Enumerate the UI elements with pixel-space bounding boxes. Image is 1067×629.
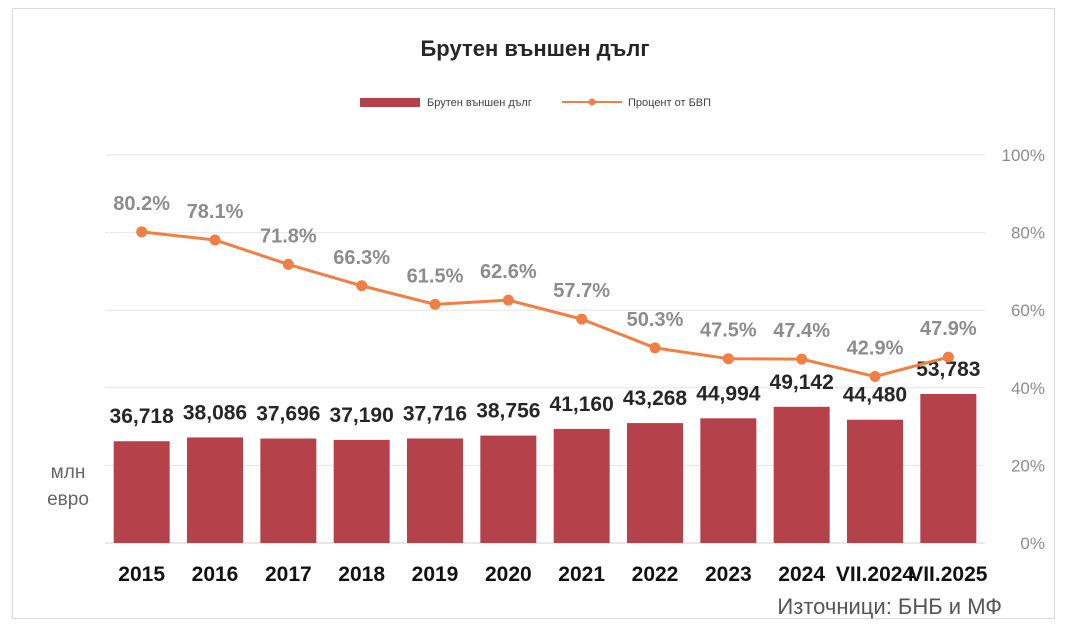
y-tick-label: 40%: [1011, 379, 1045, 398]
line-value-label: 62.6%: [480, 261, 537, 283]
line-point: [576, 313, 588, 325]
line-value-label: 50.3%: [627, 309, 684, 331]
line-point: [429, 298, 441, 310]
line-value-label: 47.5%: [700, 320, 757, 342]
line-point: [209, 234, 221, 246]
legend-label-bar: Брутен външен дълг: [427, 97, 532, 109]
bar-value-label: 41,160: [550, 393, 614, 416]
line-point: [136, 226, 148, 238]
y-tick-label: 100%: [1002, 146, 1045, 165]
x-tick-label: 2024: [778, 563, 825, 586]
bar-value-label: 49,142: [770, 371, 834, 394]
legend-swatch-marker: [588, 98, 596, 106]
bar-value-label: 37,696: [256, 403, 320, 426]
bar: [700, 418, 757, 543]
line-value-label: 57.7%: [553, 280, 610, 302]
x-tick-label: VII.2025: [909, 563, 988, 586]
bar-value-label: 44,994: [696, 382, 761, 405]
line-point: [942, 351, 954, 363]
chart-title: Брутен външен дълг: [420, 36, 649, 61]
bar-value-label: 37,190: [330, 404, 394, 427]
x-tick-label: 2019: [412, 563, 459, 586]
bar: [333, 439, 390, 543]
bar: [187, 437, 243, 543]
x-tick-label: 2015: [118, 563, 165, 586]
bar-value-label: 38,086: [183, 401, 247, 424]
x-tick-label: 2023: [705, 563, 752, 586]
x-tick-label: 2021: [558, 563, 605, 586]
bar: [553, 428, 610, 543]
line-point: [356, 280, 368, 292]
line-point: [796, 353, 808, 365]
x-tick-label: 2020: [485, 563, 532, 586]
x-tick-label: 2022: [632, 563, 679, 586]
bar: [407, 438, 463, 543]
y-tick-label: 60%: [1011, 301, 1045, 320]
line-series: 80.2% 78.1% 71.8% 66.3% 61.5% 62.6% 57.7% 50.3%…: [113, 193, 977, 383]
line-value-label: 47.9%: [920, 318, 977, 340]
x-tick-label: 2016: [192, 563, 239, 586]
y-tick-label: 20%: [1011, 456, 1045, 475]
line-value-label: 71.8%: [260, 225, 317, 247]
bar: [480, 435, 537, 543]
line-value-label: 66.3%: [333, 247, 390, 269]
legend-swatch-bar: [360, 98, 420, 107]
percent-line: [141, 230, 949, 379]
line-value-label: 78.1%: [187, 201, 244, 223]
line-point: [649, 342, 661, 354]
line-point: [722, 353, 734, 365]
x-tick-label: 2018: [338, 563, 385, 586]
line-value-label: 61.5%: [407, 265, 464, 287]
bar-series: 36,718 38,086 37,696 37,190 37,716 38,756 41,1…: [110, 358, 980, 543]
bar-value-label: 43,268: [623, 387, 688, 410]
bar-value-label: 53,783: [916, 358, 980, 381]
unit-label-line1: млн: [51, 462, 86, 483]
bar-value-label: 44,480: [843, 384, 907, 407]
line-point: [502, 294, 514, 306]
legend: Брутен външен дълг Процент от БВП: [360, 97, 711, 109]
x-tick-label: VII.2024: [836, 563, 915, 586]
bar: [627, 423, 683, 543]
y-tick-label: 80%: [1011, 224, 1045, 243]
bar: [113, 441, 170, 543]
y-tick-label: 0%: [1020, 534, 1045, 553]
bar-value-label: 38,756: [476, 400, 540, 423]
line-value-label: 47.4%: [773, 320, 830, 342]
source-note: Източници: БНБ и МФ: [777, 594, 1002, 619]
gridlines: [105, 154, 985, 544]
bar: [847, 419, 903, 543]
line-value-label: 80.2%: [113, 193, 170, 215]
line-point: [869, 371, 881, 383]
line-point: [282, 258, 294, 270]
bar: [920, 393, 977, 543]
legend-label-line: Процент от БВП: [628, 97, 711, 109]
x-axis-ticks: 2015 2016 2017 2018 2019 2020 2021 2022 2023 2024…: [118, 563, 987, 586]
x-tick-label: 2017: [265, 563, 312, 586]
unit-label-line2: евро: [47, 489, 89, 510]
right-axis-ticks: 100% 80% 60% 40% 20% 0%: [1002, 146, 1045, 553]
bar-value-label: 37,716: [403, 402, 467, 425]
bar: [260, 438, 317, 543]
bar: [773, 406, 830, 543]
line-value-label: 42.9%: [847, 338, 904, 360]
bar-value-label: 36,718: [110, 405, 175, 428]
